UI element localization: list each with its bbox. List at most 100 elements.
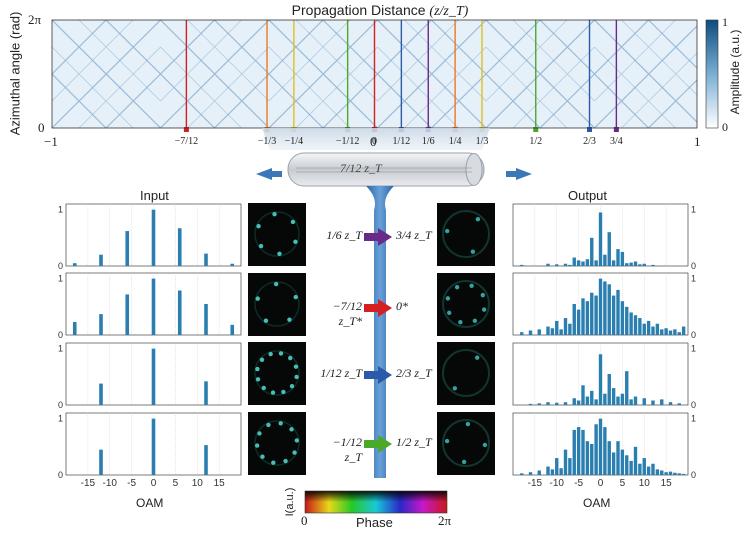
output-beam-image xyxy=(437,342,495,405)
carpet-marker-label: −1/4 xyxy=(284,136,304,147)
bar xyxy=(638,463,642,475)
bar xyxy=(204,253,208,266)
bar xyxy=(177,290,182,335)
beam-spot xyxy=(445,228,450,234)
bar xyxy=(598,418,603,475)
projection-cone xyxy=(262,128,490,150)
bar xyxy=(151,348,156,405)
bar xyxy=(660,399,664,405)
output-oam-label: OAM xyxy=(583,496,611,510)
bar xyxy=(568,323,572,335)
carpet-marker-label: 1/12 xyxy=(392,136,411,147)
bar xyxy=(611,295,616,335)
y-tick-label: 1 xyxy=(691,205,696,215)
bar xyxy=(655,323,660,335)
bar xyxy=(99,254,103,266)
bar xyxy=(99,449,103,475)
beam-spot xyxy=(254,443,260,448)
bar xyxy=(668,471,673,475)
carpet-marker-label: −1/3 xyxy=(257,136,277,147)
bar xyxy=(611,452,616,475)
x-tick-label: 10 xyxy=(639,478,651,489)
bar xyxy=(607,374,611,405)
beam-spot xyxy=(294,374,299,380)
bar xyxy=(651,463,655,475)
carpet-marker-label: −7/12 xyxy=(174,136,199,147)
beam-spot xyxy=(469,283,474,289)
bar xyxy=(633,396,638,405)
y-tick-label: 1 xyxy=(691,414,696,424)
y-tick-label: 1 xyxy=(58,344,63,354)
carpet-marker-label: 3/4 xyxy=(609,136,623,147)
bar xyxy=(563,318,568,335)
carpet-marker-label: 1/6 xyxy=(421,136,435,147)
bar xyxy=(603,254,607,266)
xtick-one: 1 xyxy=(694,134,701,149)
bar xyxy=(651,326,655,335)
bar xyxy=(611,260,616,266)
bar xyxy=(594,260,598,266)
beam-spot xyxy=(470,249,476,254)
x-tick-label: 5 xyxy=(173,478,179,489)
carpet-marker-label: 1/3 xyxy=(475,136,489,147)
carpet-plot xyxy=(51,19,698,132)
bar xyxy=(607,441,611,475)
bar xyxy=(625,306,629,335)
carpet-marker-label: 1/4 xyxy=(448,136,462,147)
bar xyxy=(568,264,572,266)
bar xyxy=(555,320,559,335)
bar xyxy=(607,284,611,335)
beam-spot xyxy=(270,390,276,395)
bar xyxy=(546,402,550,405)
beam-spot xyxy=(255,366,260,372)
bar xyxy=(528,403,533,405)
carpet-marker-label: 1/2 xyxy=(529,136,543,147)
bar xyxy=(590,390,594,405)
bar xyxy=(594,424,598,475)
beam-spot xyxy=(287,317,292,322)
bar xyxy=(230,263,235,266)
bar xyxy=(550,469,555,475)
row-arrow-shaft xyxy=(364,304,380,312)
colorbar-label: Amplitude (a.u.) xyxy=(728,29,742,115)
row-to-label: 2/3 z_T xyxy=(396,366,432,380)
beam-spot xyxy=(474,355,480,360)
bar xyxy=(581,385,585,405)
x-tick-label: 10 xyxy=(192,478,204,489)
bar xyxy=(585,441,590,475)
bar xyxy=(537,470,541,475)
bar xyxy=(520,332,524,335)
bar xyxy=(598,354,603,405)
input-title: Input xyxy=(140,188,169,203)
beam-spot xyxy=(272,211,277,217)
bar xyxy=(151,278,156,335)
bar xyxy=(590,237,594,266)
carpet-marker-dot xyxy=(183,127,189,132)
beam-spot xyxy=(452,386,458,391)
x-tick-label: 0 xyxy=(598,478,604,489)
beam-spot xyxy=(445,296,451,301)
bar xyxy=(563,402,568,405)
bar xyxy=(638,264,642,266)
input-oam-label: OAM xyxy=(136,496,164,510)
bar xyxy=(664,472,668,475)
bar xyxy=(646,320,651,335)
bar xyxy=(629,399,633,405)
bar xyxy=(177,228,182,266)
beam-spot xyxy=(444,438,450,444)
beam-spot xyxy=(263,318,269,323)
row-from-label: −7/12 z_T* xyxy=(332,299,362,328)
bar xyxy=(576,400,581,405)
y-tick-label: 0 xyxy=(691,400,696,410)
bar xyxy=(546,326,550,335)
bar xyxy=(668,330,673,335)
bar xyxy=(568,458,572,475)
y-tick-label: 0 xyxy=(691,330,696,340)
bar xyxy=(555,264,559,266)
y-tick-label: 0 xyxy=(691,470,696,480)
output-3-chart: 01 xyxy=(512,342,696,410)
beam-spot xyxy=(268,351,273,357)
bar xyxy=(642,263,646,266)
bar xyxy=(646,466,651,475)
beam-spot xyxy=(293,294,298,300)
